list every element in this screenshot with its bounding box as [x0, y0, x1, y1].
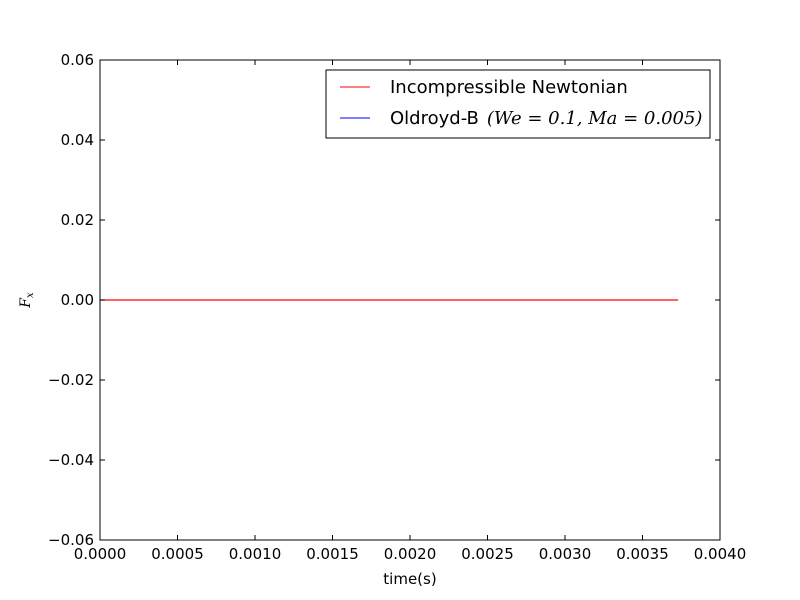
x-tick-label: 0.0015: [306, 545, 359, 563]
x-tick-label: 0.0030: [539, 545, 592, 563]
x-tick-label: 0.0000: [74, 545, 127, 563]
x-tick-label: 0.0010: [229, 545, 282, 563]
y-tick-label: −0.06: [48, 531, 94, 549]
legend-label-oldroyd-b: Oldroyd-B (We = 0.1, Ma = 0.005): [390, 108, 702, 129]
x-tick-label: 0.0025: [461, 545, 514, 563]
x-axis-label: time(s): [383, 570, 436, 588]
x-tick-label: 0.0035: [616, 545, 669, 563]
y-tick-label: 0.02: [61, 211, 94, 229]
y-tick-label: −0.04: [48, 451, 94, 469]
y-tick-label: 0.06: [61, 51, 94, 69]
legend-label-oldroyd-b-name: Oldroyd-B: [390, 108, 479, 129]
y-tick-label: −0.02: [48, 371, 94, 389]
y-axis-label: Fx: [18, 292, 36, 309]
x-tick-label: 0.0040: [694, 545, 747, 563]
axis-ticks: 0.0000 0.0005 0.0010 0.0015 0.0020 0.0025 0.00…: [48, 51, 746, 563]
y-tick-label: 0.00: [61, 291, 94, 309]
y-axis-label-main: F: [18, 297, 34, 309]
y-tick-label: 0.04: [61, 131, 94, 149]
legend-box: [325, 69, 711, 139]
x-tick-label: 0.0005: [151, 545, 204, 563]
x-tick-label: 0.0020: [384, 545, 437, 563]
legend-label-incompressible-newtonian: Incompressible Newtonian: [390, 77, 628, 98]
y-axis-label-subscript: x: [25, 292, 36, 298]
axes-frame: [99, 59, 721, 541]
legend-label-oldroyd-b-math: (We = 0.1, Ma = 0.005): [487, 108, 703, 129]
legend: Incompressible Newtonian Oldroyd-B (We = …: [325, 69, 711, 139]
